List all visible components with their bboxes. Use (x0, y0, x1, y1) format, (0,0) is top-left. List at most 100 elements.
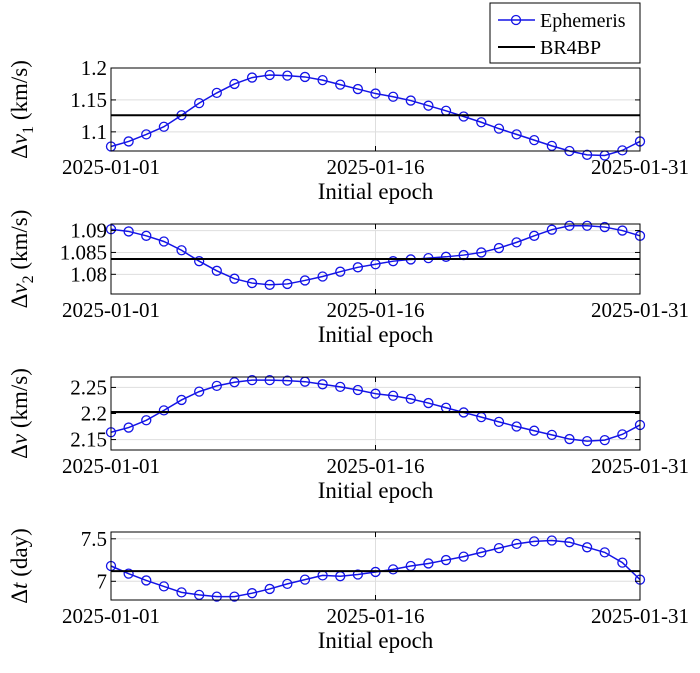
ephemeris-data-point (141, 575, 152, 586)
y-axis-label: Δv2 (km/s) (7, 210, 37, 309)
ephemeris-data-point (246, 277, 258, 289)
ephemeris-data-point (387, 390, 399, 401)
ephemeris-data-point (194, 256, 205, 267)
ephemeris-data-point (617, 429, 628, 440)
ephemeris-data-point (423, 100, 434, 111)
ephemeris-data-point (599, 434, 610, 446)
y-tick-label: 1.08 (70, 262, 107, 286)
x-axis-label: Initial epoch (318, 628, 434, 653)
ephemeris-data-point (211, 380, 222, 392)
ephemeris-data-point (546, 429, 557, 441)
ephemeris-data-point (564, 220, 575, 231)
y-axis-label-unit: (km/s) (7, 368, 32, 434)
ephemeris-data-point (317, 74, 328, 86)
ephemeris-data-point (158, 405, 170, 416)
y-tick-label: 1.15 (70, 88, 107, 112)
y-axis-label-subscript: 2 (20, 275, 37, 283)
subplot-2: 2025-01-01 2025-01-16 2025-01-31 1.081.0851… (7, 210, 689, 347)
ephemeris-data-point (141, 230, 152, 241)
ephemeris-data-point (282, 278, 293, 290)
x-tick-label: 2025-01-01 (62, 155, 160, 179)
ephemeris-data-point (229, 78, 240, 90)
ephemeris-data-point (581, 149, 593, 160)
x-tick-label: 2025-01-01 (62, 298, 160, 322)
ephemeris-data-point (176, 587, 187, 598)
ephemeris-data-point (529, 536, 540, 547)
subplot-3: 2025-01-01 2025-01-16 2025-01-31 2.152.2 2.2… (7, 368, 689, 503)
y-axis-label-variable: v (7, 283, 32, 294)
x-tick-label: 2025-01-31 (591, 155, 689, 179)
ephemeris-data-point (476, 247, 487, 258)
y-tick-label: 1.2 (81, 56, 107, 80)
x-tick-label: 2025-01-31 (591, 454, 689, 478)
ephemeris-series-line (110, 74, 641, 157)
ephemeris-data-point (581, 435, 593, 447)
ephemeris-data-point (529, 134, 540, 146)
ephemeris-data-point (299, 275, 311, 286)
ephemeris-data-point (246, 374, 258, 386)
ephemeris-data-point (176, 394, 187, 406)
ephemeris-data-point (476, 117, 487, 128)
y-axis-label: Δv1 (km/s) (7, 60, 37, 159)
ephemeris-data-point (176, 245, 187, 256)
ephemeris-data-point (282, 70, 293, 81)
ephemeris-data-point (194, 386, 205, 397)
ephemeris-data-point (211, 265, 222, 276)
ephemeris-data-point (581, 220, 593, 231)
y-tick-label: 2.15 (70, 428, 107, 452)
legend-ephemeris-marker (510, 14, 522, 26)
ephemeris-data-point (405, 393, 416, 405)
x-tick-label: 2025-01-16 (327, 604, 425, 628)
y-tick-label: 2.2 (81, 402, 107, 426)
y-axis-label: Δv (km/s) (7, 368, 32, 459)
ephemeris-data-point (352, 569, 364, 580)
ephemeris-data-point (211, 591, 222, 602)
y-tick-label: 1.09 (70, 219, 107, 243)
y-axis-label-delta: Δ (7, 444, 32, 459)
ephemeris-data-point (246, 72, 258, 83)
ephemeris-data-point (352, 262, 364, 273)
ephemeris-data-point (264, 69, 275, 81)
ephemeris-data-point (564, 537, 575, 548)
ephemeris-data-point (476, 547, 487, 558)
ephemeris-data-point (158, 236, 170, 247)
legend-box (489, 2, 641, 64)
ephemeris-data-point (123, 226, 134, 237)
ephemeris-data-point (229, 377, 240, 388)
ephemeris-data-point (617, 145, 628, 156)
ephemeris-data-point (264, 583, 275, 595)
ephemeris-data-point (317, 271, 328, 282)
legend-ephemeris-label: Ephemeris (540, 10, 626, 32)
x-tick-label: 2025-01-01 (62, 454, 160, 478)
ephemeris-series-line (110, 225, 641, 286)
ephemeris-data-point (229, 273, 240, 284)
ephemeris-data-point (194, 97, 205, 109)
ephemeris-data-point (229, 591, 240, 602)
ephemeris-data-point (194, 589, 205, 601)
ephemeris-data-point (335, 79, 346, 90)
y-axis-label-variable: v (7, 133, 32, 144)
ephemeris-data-point (546, 224, 557, 235)
ephemeris-data-point (493, 242, 505, 254)
y-axis-label-variable: t (7, 582, 32, 589)
ephemeris-data-point (123, 136, 134, 147)
ephemeris-data-point (299, 574, 311, 585)
y-axis-label-delta: Δ (7, 144, 32, 159)
x-tick-label: 2025-01-16 (327, 155, 425, 179)
ephemeris-data-point (264, 374, 275, 386)
x-tick-label: 2025-01-16 (327, 454, 425, 478)
x-tick-label: 2025-01-01 (62, 604, 160, 628)
ephemeris-data-point (493, 123, 505, 134)
legend: Ephemeris BR4BP (489, 2, 641, 64)
y-axis-label-variable: v (7, 433, 32, 444)
subplot-4: 2025-01-01 2025-01-16 2025-01-31 7 7.5 Initia… (7, 527, 689, 653)
y-axis-label-delta: Δ (7, 589, 32, 604)
ephemeris-data-point (335, 381, 346, 393)
ephemeris-data-point (352, 83, 364, 95)
ephemeris-data-point (387, 256, 399, 267)
subplot-1: 2025-01-01 2025-01-16 2025-01-31 1.1 1.15 1.2… (7, 56, 689, 204)
ephemeris-data-point (511, 129, 522, 140)
y-tick-label: 7 (97, 569, 108, 593)
ephemeris-data-point (317, 379, 328, 390)
